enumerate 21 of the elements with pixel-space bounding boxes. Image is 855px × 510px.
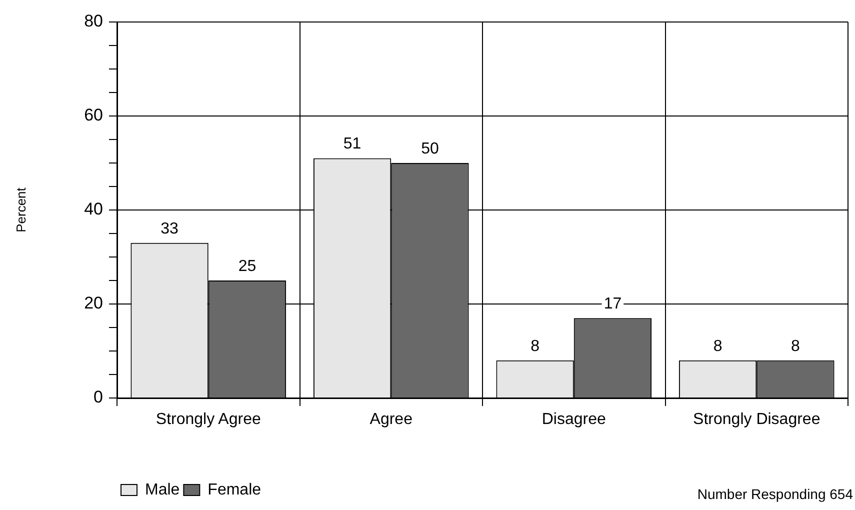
- y-tick-label: 40: [84, 200, 103, 219]
- legend-label: Male: [145, 481, 180, 498]
- data-label: 8: [791, 338, 800, 355]
- data-label: 8: [713, 338, 722, 355]
- data-label: 8: [530, 338, 540, 355]
- text: Number Responding 654: [697, 486, 854, 502]
- data-label: 50: [421, 140, 439, 158]
- x-tick-label: Strongly Agree: [156, 411, 261, 428]
- x-tick-label: Strongly Disagree: [693, 411, 820, 428]
- data-label: 33: [160, 220, 179, 238]
- y-axis-title: Percent: [13, 187, 28, 232]
- x-tick-label: Agree: [370, 411, 413, 428]
- x-tick-label: Disagree: [542, 411, 606, 428]
- y-tick-label: 0: [94, 388, 103, 407]
- data-label: 51: [343, 136, 362, 153]
- y-tick-label: 60: [84, 106, 103, 125]
- data-label: 17: [604, 296, 622, 313]
- y-tick-label: 80: [84, 12, 103, 31]
- legend-label: Female: [208, 481, 262, 498]
- data-label: 25: [238, 258, 256, 275]
- y-tick-label: 20: [84, 294, 103, 313]
